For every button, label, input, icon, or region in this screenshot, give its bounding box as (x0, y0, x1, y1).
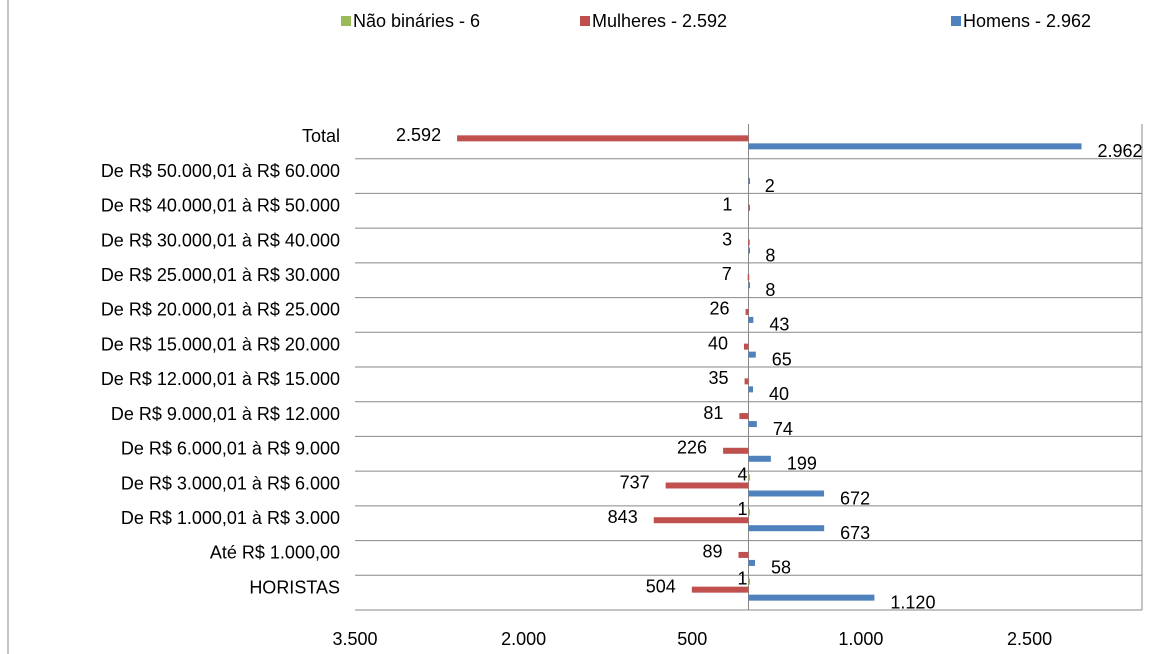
bar (457, 135, 749, 142)
bar (723, 447, 749, 454)
bar (748, 282, 750, 289)
bar (748, 204, 750, 211)
legend-swatch (580, 16, 590, 26)
data-label: 504 (646, 576, 676, 596)
data-label: 672 (840, 488, 870, 508)
data-label: 35 (709, 368, 729, 388)
bar (744, 343, 749, 350)
bar (748, 421, 757, 428)
category-label: Total (302, 126, 340, 146)
data-label: 843 (608, 507, 638, 527)
data-label: 58 (771, 558, 791, 578)
bar (748, 509, 750, 516)
bar (748, 351, 756, 358)
category-label: De R$ 3.000,01 à R$ 6.000 (121, 473, 340, 493)
data-label: 2.962 (1098, 141, 1143, 161)
data-label: 89 (702, 542, 722, 562)
data-label: 1 (737, 568, 747, 588)
category-label: De R$ 25.000,01 à R$ 30.000 (101, 265, 340, 285)
bar (748, 455, 771, 462)
legend-swatch (341, 16, 351, 26)
data-label: 737 (620, 472, 650, 492)
category-label: De R$ 50.000,01 à R$ 60.000 (101, 161, 340, 181)
legend-label: Não bináries - 6 (353, 11, 480, 31)
bar (745, 308, 749, 315)
bar (748, 490, 825, 497)
data-label: 40 (708, 333, 728, 353)
data-label: 1 (737, 499, 747, 519)
category-label: HORISTAS (249, 577, 340, 597)
bar (744, 378, 749, 385)
data-label: 7 (722, 264, 732, 284)
data-label: 40 (769, 384, 789, 404)
x-tick-label: 2.500 (1007, 629, 1052, 649)
bar (748, 316, 754, 323)
bar (748, 247, 750, 254)
x-tick-label: 1.000 (838, 629, 883, 649)
category-label: De R$ 40.000,01 à R$ 50.000 (101, 196, 340, 216)
x-tick-label: 3.500 (332, 629, 377, 649)
category-label: De R$ 6.000,01 à R$ 9.000 (121, 439, 340, 459)
data-label: 8 (765, 280, 775, 300)
data-label: 3 (722, 229, 732, 249)
bar (748, 525, 825, 532)
legend-label: Mulheres - 2.592 (592, 11, 727, 31)
data-label: 74 (773, 419, 793, 439)
category-label: De R$ 9.000,01 à R$ 12.000 (111, 404, 340, 424)
data-label: 673 (840, 523, 870, 543)
data-label: 43 (769, 315, 789, 335)
bar (665, 482, 749, 489)
data-label: 65 (772, 349, 792, 369)
bar (748, 594, 875, 601)
x-tick-label: 2.000 (501, 629, 546, 649)
bar (747, 274, 750, 281)
category-label: De R$ 1.000,01 à R$ 3.000 (121, 508, 340, 528)
bar (748, 143, 1082, 150)
category-label: De R$ 30.000,01 à R$ 40.000 (101, 230, 340, 250)
x-tick-label: 500 (677, 629, 707, 649)
category-label: Até R$ 1.000,00 (210, 543, 340, 563)
data-label: 4 (737, 464, 747, 484)
bar (748, 578, 750, 585)
data-label: 2.592 (396, 125, 441, 145)
data-label: 1.120 (890, 592, 935, 612)
data-label: 1 (722, 195, 732, 215)
data-label: 226 (677, 438, 707, 458)
data-label: 81 (703, 403, 723, 423)
bar (653, 517, 749, 524)
bar (748, 386, 753, 393)
bar (738, 551, 749, 558)
data-label: 8 (765, 245, 775, 265)
bar (748, 474, 750, 481)
legend-swatch (951, 16, 961, 26)
bar (748, 559, 756, 566)
legend-label: Homens - 2.962 (963, 11, 1091, 31)
data-label: 199 (787, 454, 817, 474)
data-label: 2 (765, 176, 775, 196)
bar (739, 413, 749, 420)
category-label: De R$ 12.000,01 à R$ 15.000 (101, 369, 340, 389)
category-label: De R$ 15.000,01 à R$ 20.000 (101, 334, 340, 354)
category-label: De R$ 20.000,01 à R$ 25.000 (101, 300, 340, 320)
bar (691, 586, 749, 593)
data-label: 26 (710, 299, 730, 319)
bar (748, 178, 750, 185)
bar (748, 239, 750, 246)
